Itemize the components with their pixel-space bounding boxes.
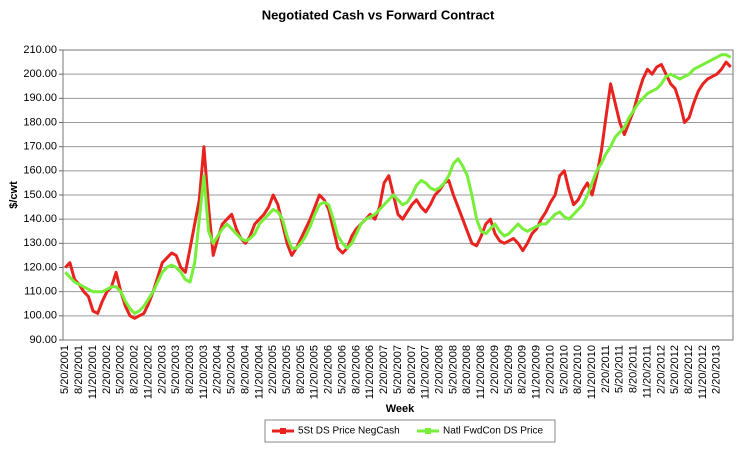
x-tick-label: 8/20/2008 [461,345,473,394]
x-tick-label: 11/20/2012 [697,345,709,399]
x-tick-label: 2/20/2009 [489,345,501,394]
x-tick-label: 11/20/2004 [253,345,265,399]
plot-border [62,49,734,341]
x-tick-label: 8/20/2009 [517,345,529,394]
x-tick-label: 11/20/2008 [475,345,487,399]
x-tick-label: 2/20/2013 [711,345,723,394]
x-tick-label: 2/20/2003 [156,345,168,394]
x-tick-label: 8/20/2006 [350,345,362,394]
x-tick-label: 8/20/2012 [683,345,695,394]
legend-label: 5St DS Price NegCash [298,426,400,437]
x-tick-label: 8/20/2010 [572,345,584,394]
y-tick-label: 140.00 [23,213,57,225]
x-tick-label: 5/20/2007 [392,345,404,394]
y-tick-label: 190.00 [23,92,57,104]
x-tick-label: 5/20/2009 [503,345,515,394]
x-tick-label: 5/20/2011 [614,345,626,393]
x-tick-label: 2/20/2004 [212,345,224,394]
y-tick-label: 160.00 [23,165,57,177]
x-tick-label: 5/20/2004 [226,345,238,394]
x-tick-label: 5/20/2002 [115,345,127,394]
x-tick-label: 11/20/2007 [420,345,432,399]
x-tick-label: 5/20/2010 [558,345,570,394]
legend-marker [425,428,431,434]
x-tick-label: 8/20/2004 [239,345,251,394]
y-tick-label: 100.00 [23,310,57,322]
x-tick-label: 5/20/2003 [170,345,182,394]
x-tick-label: 5/20/2005 [281,345,293,394]
series-line [64,60,732,320]
x-tick-label: 11/20/2006 [364,345,376,399]
legend-box [264,419,556,443]
x-tick-label: 11/20/2002 [142,345,154,399]
y-tick-label: 170.00 [23,141,57,153]
x-tick-label: 5/20/2001 [59,345,71,394]
x-tick-label: 2/20/2005 [267,345,279,394]
x-tick-label: 5/20/2008 [447,345,459,394]
chart-title: Negotiated Cash vs Forward Contract [262,7,495,22]
y-tick-label: 110.00 [24,286,57,298]
x-tick-label: 11/20/2005 [309,345,321,399]
x-tick-label: 8/20/2007 [406,345,418,394]
x-tick-label: 8/20/2011 [628,345,640,393]
x-tick-label: 8/20/2001 [73,345,85,394]
x-tick-label: 11/20/2010 [586,345,598,399]
x-tick-label: 11/20/2009 [531,345,543,399]
x-tick-label: 2/20/2011 [600,345,612,393]
x-tick-label: 2/20/2002 [101,345,113,394]
x-tick-label: 11/20/2011 [641,345,653,398]
x-tick-label: 5/20/2012 [669,345,681,394]
legend-label: Natl FwdCon DS Price [443,426,543,437]
x-tick-label: 2/20/2012 [655,345,667,394]
x-tick-label: 2/20/2007 [378,345,390,394]
x-tick-label: 2/20/2006 [323,345,335,394]
x-tick-label: 11/20/2003 [198,345,210,399]
y-tick-label: 130.00 [23,237,57,249]
y-tick-label: 180.00 [23,116,57,128]
x-axis-label: Week [386,403,415,415]
legend-marker [280,428,286,434]
x-tick-label: 11/20/2001 [87,345,99,399]
y-tick-label: 90.00 [29,334,57,346]
y-tick-label: 210.00 [23,44,57,56]
y-tick-label: 150.00 [23,189,57,201]
x-tick-label: 8/20/2005 [295,345,307,394]
y-tick-label: 200.00 [23,68,57,80]
series-line [64,53,732,315]
x-tick-label: 2/20/2008 [433,345,445,394]
x-tick-label: 5/20/2006 [336,345,348,394]
x-tick-label: 8/20/2003 [184,345,196,394]
y-axis-label: $/cwt [8,181,20,209]
x-tick-label: 8/20/2002 [129,345,141,394]
y-tick-label: 120.00 [23,261,57,273]
x-tick-label: 2/20/2010 [544,345,556,394]
